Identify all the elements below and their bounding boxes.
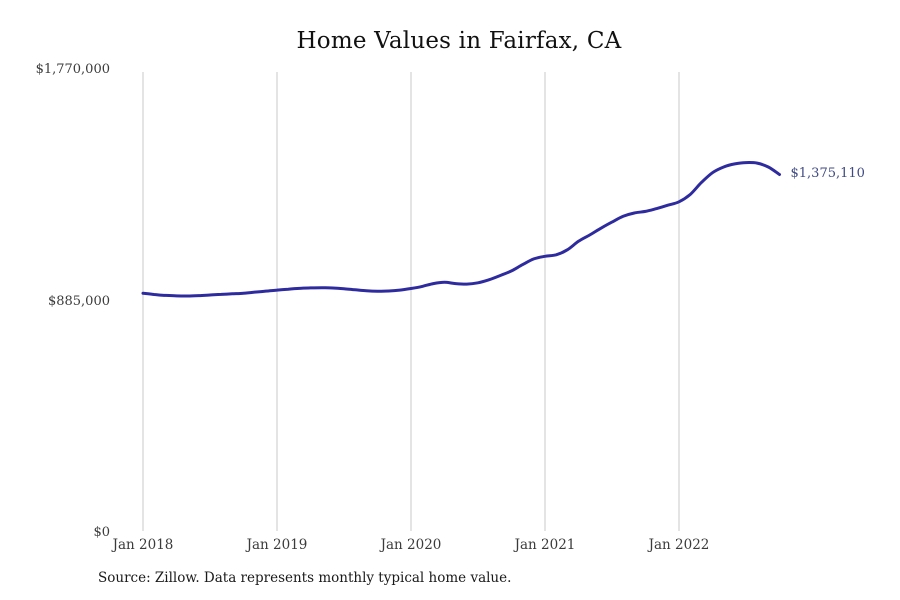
series-line	[141, 161, 781, 298]
y-axis-label-zero: $0	[93, 525, 110, 540]
source-note: Source: Zillow. Data represents monthly …	[98, 570, 512, 586]
gridlines	[142, 72, 680, 531]
x-axis-label-jan-2018: Jan 2018	[112, 537, 174, 553]
x-axis-label-jan-2020: Jan 2020	[380, 537, 442, 553]
x-axis-label-jan-2019: Jan 2019	[246, 537, 308, 553]
y-axis-label-max: $1,770,000	[35, 62, 110, 77]
x-axis-label-jan-2022: Jan 2022	[648, 537, 710, 553]
chart-title: Home Values in Fairfax, CA	[296, 28, 622, 54]
x-axis-label-jan-2021: Jan 2021	[514, 537, 576, 553]
series-end-value-label: $1,375,110	[790, 165, 865, 181]
y-axis-label-mid: $885,000	[47, 294, 110, 309]
